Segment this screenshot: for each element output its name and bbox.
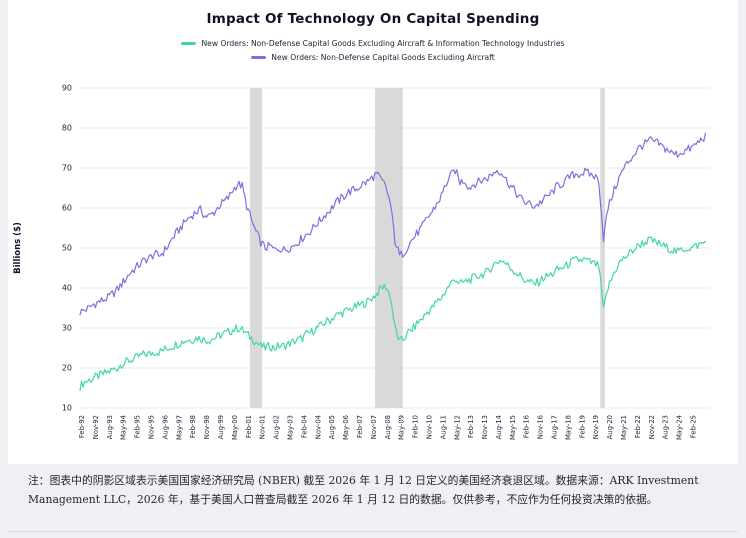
svg-text:May-24: May-24 [676,415,684,440]
svg-text:Nov-16: Nov-16 [537,415,545,439]
svg-text:40: 40 [62,284,72,293]
svg-text:Feb-19: Feb-19 [578,415,586,438]
svg-text:Aug-99: Aug-99 [217,415,225,439]
svg-text:May-06: May-06 [342,415,350,440]
svg-text:Feb-25: Feb-25 [690,415,698,438]
series-line-1 [79,132,706,316]
svg-text:90: 90 [62,84,72,93]
y-axis-labels: 10 20 30 40 50 60 70 80 90 [62,84,72,413]
svg-text:30: 30 [62,324,72,333]
svg-text:Feb-95: Feb-95 [134,415,142,438]
svg-text:20: 20 [62,364,72,373]
svg-text:May-15: May-15 [509,415,517,440]
svg-text:Feb-98: Feb-98 [189,415,197,438]
svg-text:Nov-13: Nov-13 [481,415,489,439]
svg-text:Feb-16: Feb-16 [523,415,531,438]
legend-swatch-purple-icon [251,56,267,59]
svg-text:Nov-92: Nov-92 [92,415,100,439]
svg-text:Feb-13: Feb-13 [467,415,475,438]
svg-text:Aug-08: Aug-08 [384,415,392,439]
chart-card [8,0,738,464]
svg-text:May-97: May-97 [175,415,183,440]
svg-text:Aug-02: Aug-02 [273,415,281,439]
svg-text:May-00: May-00 [231,415,239,440]
svg-text:Feb-10: Feb-10 [412,415,420,438]
svg-text:Aug-17: Aug-17 [551,415,559,439]
footnote: 注：图表中的阴影区域表示美国国家经济研究局 (NBER) 截至 2026 年 1… [28,474,699,507]
svg-text:Nov-22: Nov-22 [648,415,656,439]
legend-item-ex-aircraft-and-it: New Orders: Non-Defense Capital Goods Ex… [181,39,565,48]
legend-swatch-green-icon [181,42,197,45]
series-line-0 [79,236,706,391]
svg-text:May-18: May-18 [564,415,572,440]
svg-text:Feb-01: Feb-01 [245,415,253,438]
bottom-divider [8,531,738,532]
svg-text:Nov-07: Nov-07 [370,415,378,439]
svg-text:80: 80 [62,124,72,133]
y-axis-title: Billions ($) [13,222,23,274]
svg-text:Feb-22: Feb-22 [634,415,642,438]
x-axis-labels: Feb-92 Nov-92 Aug-93 May-94 Feb-95 Nov-95 Aug-… [78,415,698,440]
svg-text:Nov-95: Nov-95 [148,415,156,439]
svg-text:50: 50 [62,244,72,253]
svg-text:May-03: May-03 [287,415,295,440]
svg-text:Nov-10: Nov-10 [426,415,434,439]
svg-text:May-21: May-21 [620,415,628,440]
svg-text:May-94: May-94 [120,415,128,440]
svg-text:May-12: May-12 [453,415,461,440]
svg-text:Nov-01: Nov-01 [259,415,267,439]
svg-text:Nov-98: Nov-98 [203,415,211,439]
svg-text:May-09: May-09 [398,415,406,440]
svg-text:Aug-05: Aug-05 [328,415,336,439]
svg-text:60: 60 [62,204,72,213]
svg-text:Aug-14: Aug-14 [495,415,503,439]
capital-spending-chart: 10 20 30 40 50 60 70 80 90 Billions ($) Feb-92 Nov-… [13,84,710,440]
series-lines [79,132,706,391]
svg-text:10: 10 [62,404,72,413]
svg-text:Nov-19: Nov-19 [592,415,600,439]
svg-text:Feb-07: Feb-07 [356,415,364,438]
svg-text:Nov-04: Nov-04 [314,415,322,439]
svg-text:Feb-04: Feb-04 [300,415,308,438]
legend-label: New Orders: Non-Defense Capital Goods Ex… [271,53,495,62]
svg-text:Aug-96: Aug-96 [161,415,169,439]
svg-text:70: 70 [62,164,72,173]
svg-text:Feb-92: Feb-92 [78,415,86,438]
legend-label: New Orders: Non-Defense Capital Goods Ex… [201,39,565,48]
chart-title: Impact Of Technology On Capital Spending [206,11,540,27]
svg-text:Aug-93: Aug-93 [106,415,114,439]
legend-item-ex-aircraft: New Orders: Non-Defense Capital Goods Ex… [251,53,495,62]
svg-text:Aug-11: Aug-11 [439,415,447,439]
svg-text:Aug-23: Aug-23 [662,415,670,439]
legend: New Orders: Non-Defense Capital Goods Ex… [0,39,746,62]
svg-text:Aug-20: Aug-20 [606,415,614,439]
